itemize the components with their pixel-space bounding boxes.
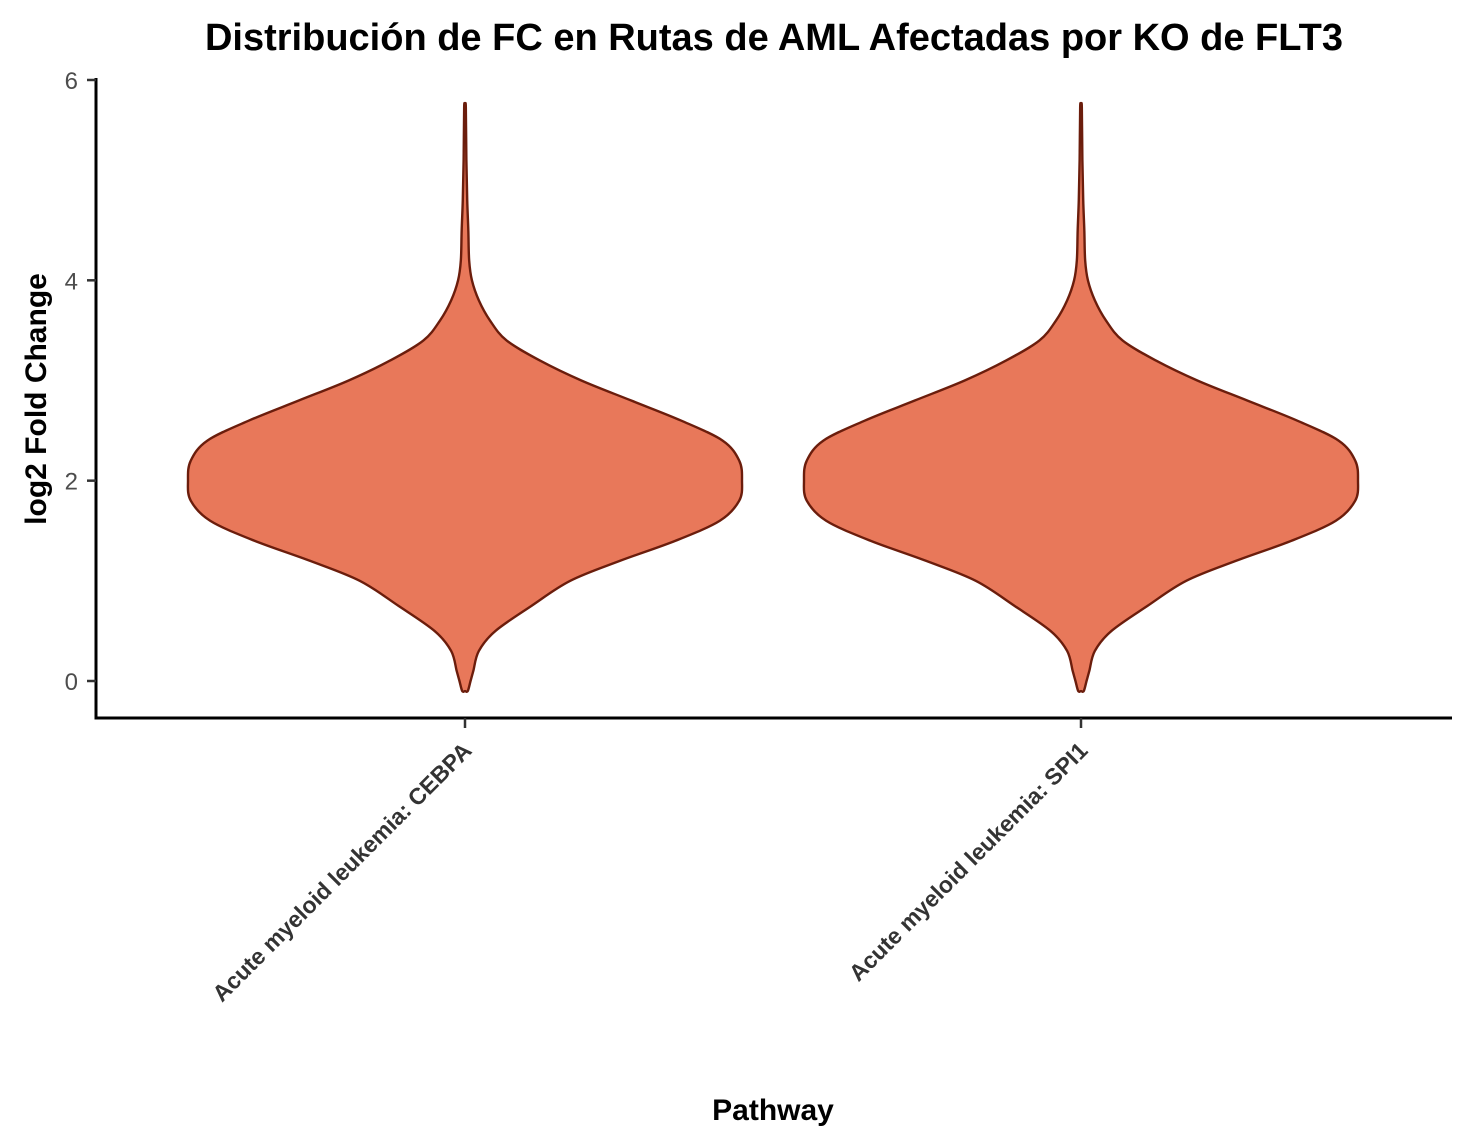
y-tick-label: 2 (65, 469, 78, 496)
y-tick-label: 0 (65, 669, 78, 696)
x-tick-label: Acute myeloid leukemia: CEBPA (207, 737, 476, 1006)
y-tick-label: 6 (65, 68, 78, 95)
x-axis-title: Pathway (712, 1094, 834, 1127)
chart-title: Distribución de FC en Rutas de AML Afect… (205, 17, 1343, 59)
y-axis-title: log2 Fold Change (20, 273, 53, 525)
violin-spi1 (802, 101, 1360, 693)
x-tick-label: Acute myeloid leukemia: SPI1 (844, 737, 1093, 986)
x-axis-ticks: Acute myeloid leukemia: CEBPA Acute myelo… (207, 718, 1093, 1006)
violin-cebpa (186, 101, 744, 693)
plot-area (186, 101, 1360, 693)
y-axis-ticks: 0 2 4 6 (65, 68, 96, 696)
y-tick-label: 4 (65, 268, 78, 295)
